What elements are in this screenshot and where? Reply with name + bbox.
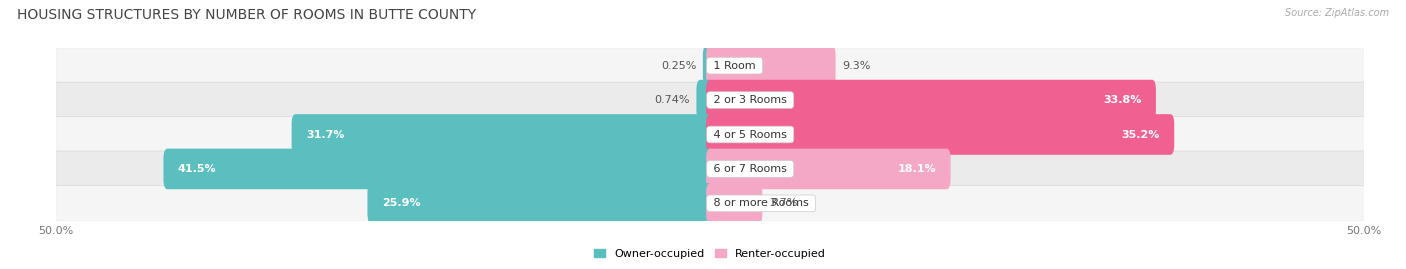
FancyBboxPatch shape bbox=[703, 45, 714, 86]
Text: 41.5%: 41.5% bbox=[177, 164, 217, 174]
Text: 25.9%: 25.9% bbox=[382, 198, 420, 208]
FancyBboxPatch shape bbox=[291, 114, 714, 155]
FancyBboxPatch shape bbox=[706, 148, 950, 189]
FancyBboxPatch shape bbox=[706, 183, 762, 224]
FancyBboxPatch shape bbox=[56, 185, 1364, 221]
Text: 35.2%: 35.2% bbox=[1122, 129, 1160, 140]
Text: 1 Room: 1 Room bbox=[710, 61, 759, 71]
Text: 9.3%: 9.3% bbox=[842, 61, 870, 71]
FancyBboxPatch shape bbox=[367, 183, 714, 224]
Text: 2 or 3 Rooms: 2 or 3 Rooms bbox=[710, 95, 790, 105]
Text: 18.1%: 18.1% bbox=[897, 164, 936, 174]
Text: 31.7%: 31.7% bbox=[307, 129, 344, 140]
Text: 0.74%: 0.74% bbox=[654, 95, 690, 105]
FancyBboxPatch shape bbox=[706, 80, 1156, 121]
FancyBboxPatch shape bbox=[696, 80, 714, 121]
Text: 33.8%: 33.8% bbox=[1104, 95, 1142, 105]
FancyBboxPatch shape bbox=[56, 116, 1364, 153]
Text: 4 or 5 Rooms: 4 or 5 Rooms bbox=[710, 129, 790, 140]
FancyBboxPatch shape bbox=[706, 45, 835, 86]
Text: Source: ZipAtlas.com: Source: ZipAtlas.com bbox=[1285, 8, 1389, 18]
Text: 0.25%: 0.25% bbox=[661, 61, 696, 71]
Legend: Owner-occupied, Renter-occupied: Owner-occupied, Renter-occupied bbox=[589, 244, 831, 263]
FancyBboxPatch shape bbox=[163, 148, 714, 189]
FancyBboxPatch shape bbox=[706, 114, 1174, 155]
Text: 3.7%: 3.7% bbox=[769, 198, 797, 208]
Text: 6 or 7 Rooms: 6 or 7 Rooms bbox=[710, 164, 790, 174]
Text: 8 or more Rooms: 8 or more Rooms bbox=[710, 198, 813, 208]
FancyBboxPatch shape bbox=[56, 151, 1364, 187]
FancyBboxPatch shape bbox=[56, 82, 1364, 118]
FancyBboxPatch shape bbox=[56, 48, 1364, 84]
Text: HOUSING STRUCTURES BY NUMBER OF ROOMS IN BUTTE COUNTY: HOUSING STRUCTURES BY NUMBER OF ROOMS IN… bbox=[17, 8, 477, 22]
